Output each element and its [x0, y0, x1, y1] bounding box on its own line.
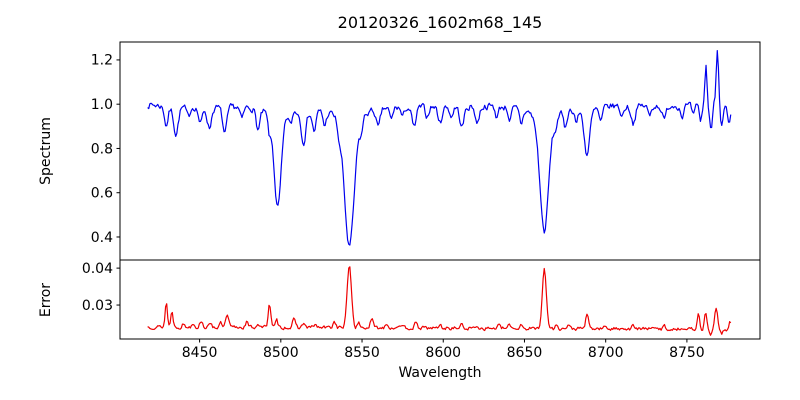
error-frame: [119, 259, 761, 340]
x-tick-label: 8600: [425, 345, 461, 361]
spectrum-y-axis-label: Spectrum: [38, 117, 54, 185]
x-tick-label: 8650: [507, 345, 543, 361]
spectrum-line: [147, 49, 732, 246]
error-line: [147, 266, 732, 336]
spectrum-y-tick-label: 0.8: [91, 141, 113, 157]
spectrum-y-tick-label: 1.0: [91, 97, 113, 113]
x-tick-label: 8450: [182, 345, 218, 361]
spectrum-y-tick-label: 0.4: [91, 230, 113, 246]
x-tick-label: 8550: [344, 345, 380, 361]
spectrum-y-tick-label: 1.2: [91, 53, 113, 69]
error-y-tick-label: 0.04: [82, 261, 113, 277]
spectrum-frame: [119, 41, 761, 261]
spectrum-panel: 0.4 0.6 0.8 1.0 1.2: [91, 41, 761, 261]
plot-panels: 0.4 0.6 0.8 1.0 1.2 0.03 0.04 8450 8500 8550 8600 8…: [82, 41, 761, 361]
x-tick-label: 8750: [669, 345, 705, 361]
x-axis-label: Wavelength: [398, 365, 481, 381]
error-y-tick-label: 0.03: [82, 298, 113, 314]
x-tick-label: 8700: [588, 345, 624, 361]
error-panel: 0.03 0.04 8450 8500 8550 8600 8650 8700 8750: [82, 259, 761, 361]
spectrum-y-tick-label: 0.6: [91, 186, 113, 202]
error-y-axis-label: Error: [38, 283, 54, 317]
x-tick-label: 8500: [263, 345, 299, 361]
chart-title: 20120326_1602m68_145: [338, 13, 543, 33]
